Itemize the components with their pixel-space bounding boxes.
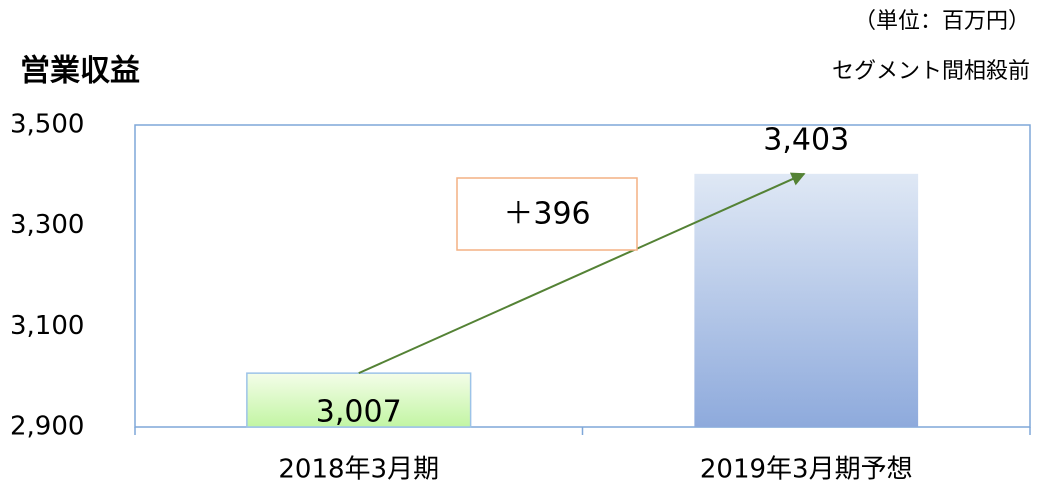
y-tick-label: 2,900	[10, 412, 84, 442]
note-label: セグメント間相殺前	[832, 59, 1030, 84]
y-tick-label: 3,100	[10, 311, 84, 341]
annotation-box	[456, 177, 638, 251]
y-tick-label: 3,500	[10, 110, 84, 140]
unit-label: （単位：百万円）	[854, 9, 1030, 34]
chart-title: 営業収益	[20, 54, 140, 89]
annotation: ＋396	[503, 197, 590, 232]
bar	[246, 372, 472, 428]
data-label: 3,403	[763, 122, 849, 157]
data-label: 3,007	[316, 395, 402, 430]
bar	[694, 173, 919, 427]
change-arrow	[358, 172, 806, 375]
x-tick-label: 2018年3月期	[278, 455, 439, 485]
y-tick-label: 3,300	[10, 210, 84, 240]
x-tick-label: 2019年3月期予想	[700, 455, 913, 485]
